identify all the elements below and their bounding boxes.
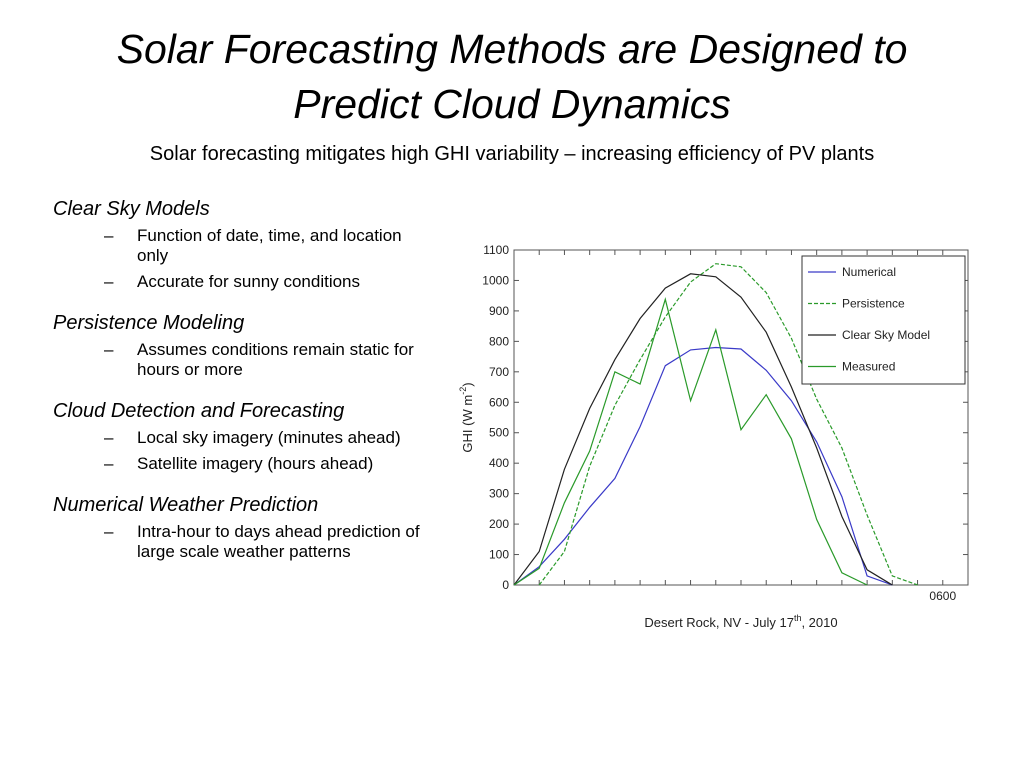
series-line-numerical xyxy=(513,346,893,586)
legend-label: Measured xyxy=(842,360,895,374)
bullet-dash: – xyxy=(104,428,114,447)
title-line-1: Solar Forecasting Methods are Designed t… xyxy=(116,26,908,72)
bullet-text: Assumes conditions remain static for hou… xyxy=(137,340,414,379)
y-axis-label-sup: -2 xyxy=(458,387,468,395)
bullet-text: Local sky imagery (minutes ahead) xyxy=(137,428,401,447)
bullet-item: – Local sky imagery (minutes ahead) xyxy=(53,428,437,448)
y-tick-label: 1000 xyxy=(482,273,509,287)
section-heading: Cloud Detection and Forecasting xyxy=(53,400,345,422)
x-axis-label-tail: , 2010 xyxy=(801,615,837,630)
bullet-dash: – xyxy=(104,340,114,359)
bullet-text: Satellite imagery (hours ahead) xyxy=(137,454,374,473)
y-tick-label: 1100 xyxy=(483,243,509,257)
section-heading: Persistence Modeling xyxy=(53,312,245,334)
bullet-list: – Local sky imagery (minutes ahead) – Satel… xyxy=(53,428,438,474)
y-tick-label: 900 xyxy=(489,304,509,318)
bullet-dash: – xyxy=(104,226,114,245)
ghi-line-chart: 0 100 200 300 400 500 600 700 800 900 1000 1100 0600… xyxy=(458,243,969,630)
bullet-item: – Accurate for sunny conditions xyxy=(53,272,437,292)
y-tick-label: 200 xyxy=(489,517,509,531)
series-line-measured xyxy=(513,297,868,586)
bullet-dash: – xyxy=(104,522,114,541)
x-axis-label-sup: th xyxy=(794,613,802,623)
bullet-item: – Satellite imagery (hours ahead) xyxy=(53,454,437,474)
bullet-list: – Intra-hour to days ahead prediction of … xyxy=(53,522,438,562)
bullet-item: – Function of date, time, and location on… xyxy=(53,226,437,266)
method-section: Cloud Detection and Forecasting – Local sk… xyxy=(53,400,438,474)
bullet-item: – Intra-hour to days ahead prediction of … xyxy=(53,522,437,562)
bullet-list: – Function of date, time, and location on… xyxy=(53,226,438,292)
bullet-list: – Assumes conditions remain static for ho… xyxy=(53,340,438,380)
x-axis-label-main: Desert Rock, NV - July 17 xyxy=(644,615,794,630)
method-section: Persistence Modeling – Assumes conditions … xyxy=(53,312,438,380)
slide-title: Solar Forecasting Methods are Designed t… xyxy=(0,22,1024,132)
bullet-dash: – xyxy=(104,272,114,291)
method-section: Numerical Weather Prediction – Intra-hour … xyxy=(53,494,438,562)
series-line-clear-sky-model xyxy=(513,273,893,586)
x-tick-label: 0600 xyxy=(929,589,956,603)
section-heading: Numerical Weather Prediction xyxy=(53,494,319,516)
legend-label: Clear Sky Model xyxy=(842,328,930,342)
bullet-text: Function of date, time, and location onl… xyxy=(137,226,402,265)
y-tick-label: 300 xyxy=(489,487,509,501)
section-heading: Clear Sky Models xyxy=(53,198,210,220)
y-tick-label: 800 xyxy=(489,334,509,348)
y-axis-label-main: GHI (W m xyxy=(460,395,475,453)
bullet-dash: – xyxy=(104,454,114,473)
slide-subtitle: Solar forecasting mitigates high GHI var… xyxy=(149,143,875,165)
y-tick-label: 400 xyxy=(489,456,509,470)
y-axis-label: GHI (W m-2) xyxy=(458,382,475,452)
bullet-text: Accurate for sunny conditions xyxy=(137,272,361,291)
y-tick-label: 0 xyxy=(502,578,509,592)
x-axis-label: Desert Rock, NV - July 17th, 2010 xyxy=(644,613,837,630)
legend-label: Numerical xyxy=(842,265,896,279)
y-tick-label: 500 xyxy=(489,426,509,440)
y-tick-label: 700 xyxy=(489,365,509,379)
series-line-persistence xyxy=(538,263,918,586)
title-line-2: Predict Cloud Dynamics xyxy=(293,81,731,127)
bullet-text: Intra-hour to days ahead prediction of l… xyxy=(137,522,420,561)
y-axis-label-tail: ) xyxy=(460,382,475,386)
y-tick-label: 600 xyxy=(489,395,509,409)
legend-box xyxy=(801,255,966,385)
legend-label: Persistence xyxy=(842,297,905,311)
method-section: Clear Sky Models – Function of date, time,… xyxy=(53,198,438,292)
bullet-item: – Assumes conditions remain static for ho… xyxy=(53,340,437,380)
y-tick-label: 100 xyxy=(489,548,509,562)
method-list: Clear Sky Models – Function of date, time,… xyxy=(53,198,438,582)
